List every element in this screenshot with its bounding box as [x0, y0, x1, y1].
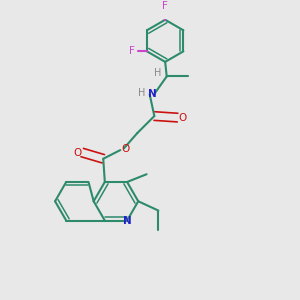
Text: H: H: [154, 68, 162, 78]
Text: O: O: [178, 112, 187, 123]
Text: F: F: [129, 46, 135, 56]
Text: N: N: [123, 216, 131, 226]
Text: H: H: [138, 88, 146, 98]
Text: O: O: [73, 148, 81, 158]
Text: N: N: [148, 89, 157, 99]
Text: O: O: [121, 145, 129, 154]
Text: F: F: [162, 1, 168, 10]
